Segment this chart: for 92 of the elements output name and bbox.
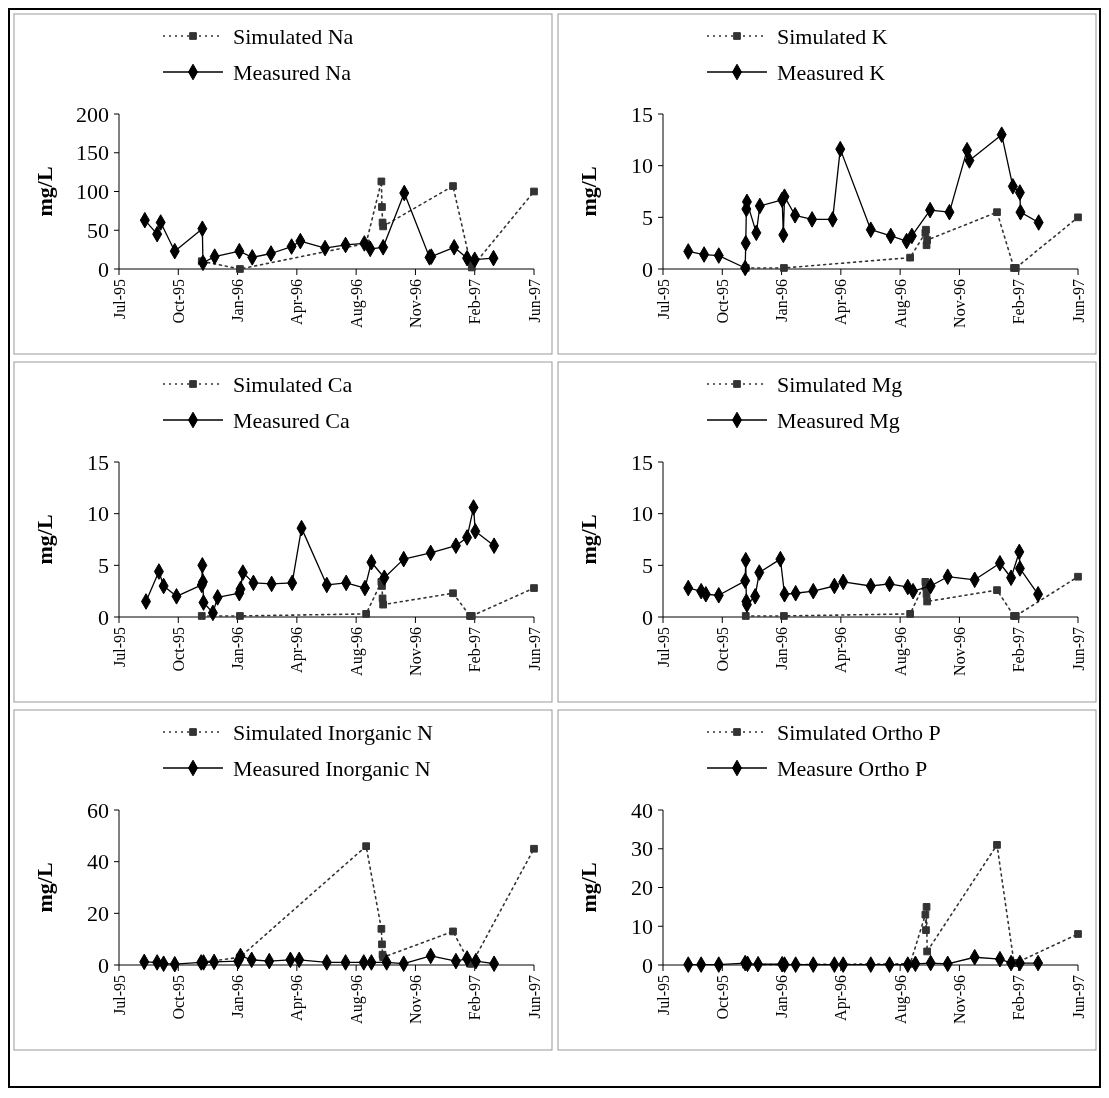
- legend-label: Simulated Inorganic N: [233, 719, 434, 745]
- x-tick-label: Jul-95: [110, 975, 128, 1015]
- legend-label: Simulated Ca: [233, 371, 353, 397]
- x-tick-label: Nov-96: [950, 627, 968, 676]
- y-tick-label: 40: [631, 797, 653, 823]
- x-tick-label: Apr-96: [288, 975, 307, 1021]
- y-axis-title: mg/L: [575, 514, 601, 565]
- x-tick-label: Jul-95: [654, 279, 672, 319]
- legend-label: Simulated Na: [233, 23, 354, 49]
- y-axis-title: mg/L: [575, 166, 601, 217]
- x-tick-label: Oct-95: [713, 975, 731, 1020]
- x-tick-label: Apr-96: [288, 627, 307, 673]
- x-tick-label: Jul-95: [110, 627, 128, 667]
- legend-label: Measured K: [777, 59, 886, 85]
- y-axis-title: mg/L: [31, 862, 57, 913]
- x-tick-label: Aug-96: [347, 627, 366, 676]
- y-tick-label: 15: [631, 449, 653, 475]
- x-tick-label: Jan-96: [229, 279, 247, 322]
- y-tick-label: 0: [98, 604, 109, 630]
- x-tick-label: Jan-96: [229, 975, 247, 1018]
- x-tick-label: Nov-96: [950, 975, 968, 1024]
- y-axis-title: mg/L: [31, 166, 57, 217]
- x-tick-label: Feb-97: [466, 279, 484, 325]
- y-tick-label: 5: [98, 552, 109, 578]
- y-tick-label: 10: [631, 501, 653, 527]
- x-tick-label: Nov-96: [406, 627, 424, 676]
- x-tick-label: Jun-97: [525, 627, 543, 671]
- x-tick-label: Nov-96: [406, 975, 424, 1024]
- y-axis-title: mg/L: [575, 862, 601, 913]
- y-tick-label: 0: [642, 256, 653, 282]
- x-tick-label: Nov-96: [406, 279, 424, 328]
- y-tick-label: 5: [642, 204, 653, 230]
- legend-label: Simulated Ortho P: [777, 719, 941, 745]
- x-tick-label: Apr-96: [288, 279, 307, 325]
- y-tick-label: 0: [98, 256, 109, 282]
- y-tick-label: 0: [642, 604, 653, 630]
- x-tick-label: Aug-96: [891, 627, 910, 676]
- x-tick-label: Jul-95: [654, 975, 672, 1015]
- y-tick-label: 15: [87, 449, 109, 475]
- x-tick-label: Jun-97: [1069, 279, 1087, 323]
- x-tick-label: Apr-96: [832, 975, 851, 1021]
- y-tick-label: 200: [76, 101, 109, 127]
- x-tick-label: Oct-95: [713, 627, 731, 672]
- y-tick-label: 10: [631, 913, 653, 939]
- x-tick-label: Jun-97: [1069, 627, 1087, 671]
- x-tick-label: Feb-97: [466, 975, 484, 1021]
- x-tick-label: Oct-95: [169, 975, 187, 1020]
- x-tick-label: Jun-97: [1069, 975, 1087, 1019]
- x-tick-label: Jan-96: [773, 975, 791, 1018]
- legend-label: Measured Mg: [777, 407, 900, 433]
- x-tick-label: Apr-96: [832, 627, 851, 673]
- y-tick-label: 50: [87, 217, 109, 243]
- y-tick-label: 10: [631, 153, 653, 179]
- y-tick-label: 150: [76, 140, 109, 166]
- x-tick-label: Feb-97: [1010, 975, 1028, 1021]
- x-tick-label: Oct-95: [713, 279, 731, 324]
- x-tick-label: Feb-97: [1010, 279, 1028, 325]
- x-tick-label: Jul-95: [654, 627, 672, 667]
- x-tick-label: Jan-96: [229, 627, 247, 670]
- x-tick-label: Aug-96: [347, 279, 366, 328]
- x-tick-label: Jun-97: [525, 279, 543, 323]
- x-tick-label: Aug-96: [347, 975, 366, 1024]
- x-tick-label: Aug-96: [891, 975, 910, 1024]
- x-tick-label: Oct-95: [169, 279, 187, 324]
- x-tick-label: Nov-96: [950, 279, 968, 328]
- x-tick-label: Aug-96: [891, 279, 910, 328]
- x-tick-label: Apr-96: [832, 279, 851, 325]
- y-tick-label: 20: [87, 900, 109, 926]
- y-tick-label: 10: [87, 501, 109, 527]
- x-tick-label: Jul-95: [110, 279, 128, 319]
- legend-label: Measured Inorganic N: [233, 755, 431, 781]
- legend-label: Measured Na: [233, 59, 352, 85]
- y-tick-label: 30: [631, 836, 653, 862]
- y-axis-title: mg/L: [31, 514, 57, 565]
- y-tick-label: 15: [631, 101, 653, 127]
- x-tick-label: Jan-96: [773, 627, 791, 670]
- y-tick-label: 0: [98, 952, 109, 978]
- legend-label: Simulated K: [777, 23, 888, 49]
- y-tick-label: 20: [631, 875, 653, 900]
- y-tick-label: 100: [76, 179, 109, 204]
- legend-label: Measured Ca: [233, 407, 350, 433]
- y-tick-label: 40: [87, 849, 109, 875]
- legend-label: Measure Ortho P: [777, 755, 928, 781]
- x-tick-label: Feb-97: [466, 627, 484, 673]
- legend-label: Simulated Mg: [777, 371, 903, 397]
- x-tick-label: Feb-97: [1010, 627, 1028, 673]
- y-tick-label: 60: [87, 797, 109, 823]
- x-tick-label: Jan-96: [773, 279, 791, 322]
- x-tick-label: Oct-95: [169, 627, 187, 672]
- y-tick-label: 5: [642, 552, 653, 578]
- x-tick-label: Jun-97: [525, 975, 543, 1019]
- y-tick-label: 0: [642, 952, 653, 978]
